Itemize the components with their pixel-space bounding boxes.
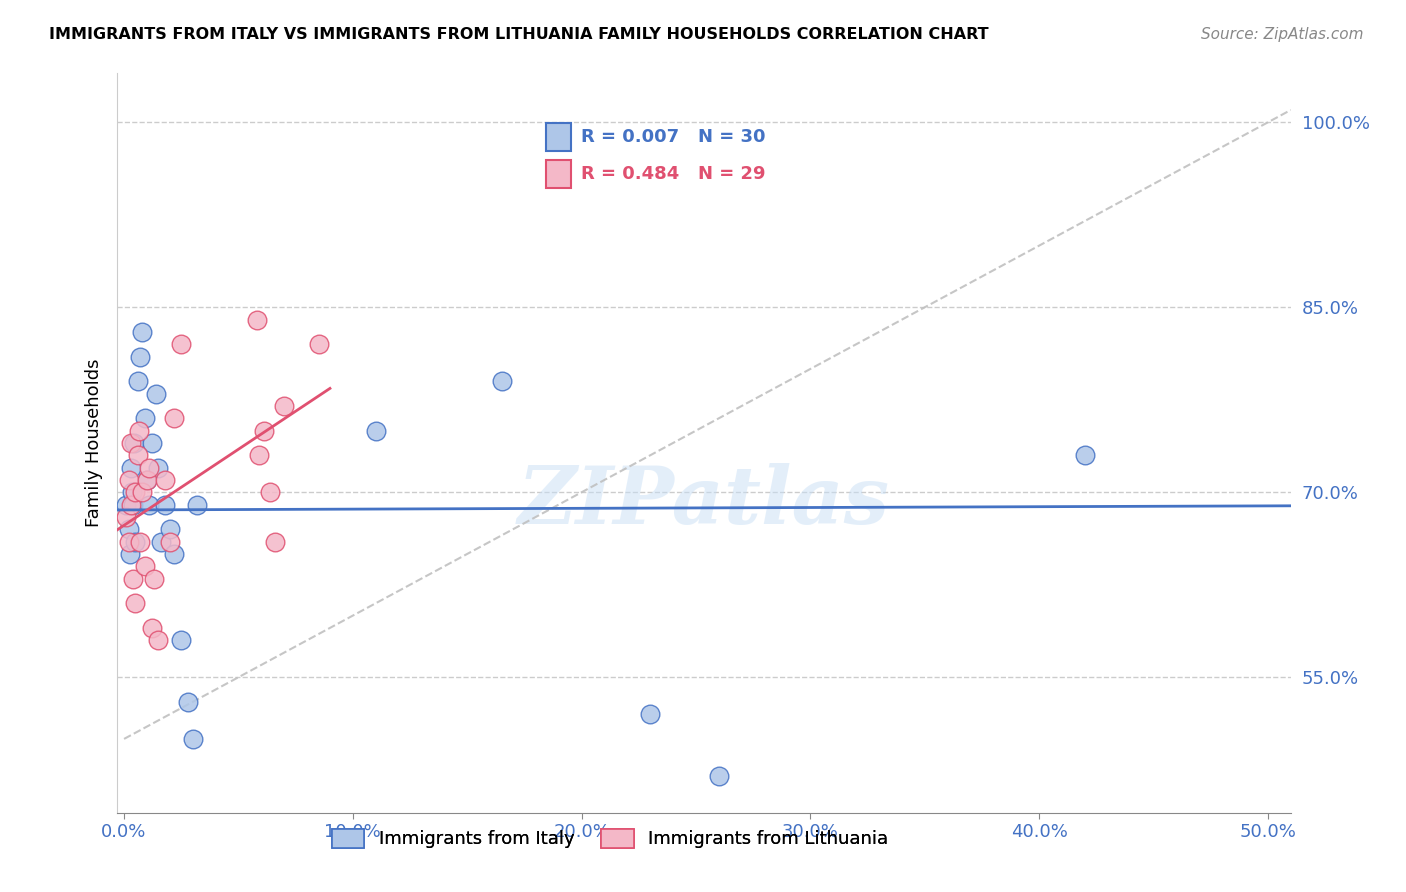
Point — [124, 596, 146, 610]
Point — [129, 534, 152, 549]
Point — [121, 485, 143, 500]
Point — [122, 498, 145, 512]
Point — [155, 498, 177, 512]
FancyBboxPatch shape — [546, 122, 571, 151]
Point — [117, 473, 139, 487]
Text: R = 0.007: R = 0.007 — [581, 128, 679, 145]
Point — [247, 448, 270, 462]
Point — [131, 325, 153, 339]
Point — [124, 485, 146, 500]
Point — [141, 621, 163, 635]
Point — [138, 498, 160, 512]
Point — [118, 547, 141, 561]
Point — [273, 399, 295, 413]
Point — [115, 498, 138, 512]
Point — [148, 633, 170, 648]
Point — [259, 485, 281, 500]
Point — [117, 534, 139, 549]
Text: N = 30: N = 30 — [699, 128, 766, 145]
Point — [170, 337, 193, 351]
Point — [252, 424, 274, 438]
Point — [117, 522, 139, 536]
Point — [707, 769, 730, 783]
Point — [127, 374, 149, 388]
Point — [142, 572, 165, 586]
Point — [115, 510, 138, 524]
Text: ZIPatlas: ZIPatlas — [517, 463, 890, 541]
Point — [128, 424, 150, 438]
Point — [148, 460, 170, 475]
Point — [120, 436, 142, 450]
Legend: Immigrants from Italy, Immigrants from Lithuania: Immigrants from Italy, Immigrants from L… — [325, 822, 896, 855]
Point — [131, 485, 153, 500]
Point — [149, 534, 172, 549]
Point — [246, 312, 269, 326]
Point — [159, 522, 181, 536]
Point — [138, 460, 160, 475]
Point — [136, 473, 159, 487]
Y-axis label: Family Households: Family Households — [86, 359, 103, 527]
Point — [134, 559, 156, 574]
Point — [129, 350, 152, 364]
Point — [170, 633, 193, 648]
Point — [124, 436, 146, 450]
Point — [163, 547, 186, 561]
Point — [1074, 448, 1097, 462]
Text: R = 0.484: R = 0.484 — [581, 165, 679, 183]
Point — [181, 731, 204, 746]
Point — [186, 498, 208, 512]
Point — [141, 436, 163, 450]
Point — [136, 473, 159, 487]
Point — [120, 498, 142, 512]
Point — [155, 473, 177, 487]
Point — [308, 337, 330, 351]
Text: IMMIGRANTS FROM ITALY VS IMMIGRANTS FROM LITHUANIA FAMILY HOUSEHOLDS CORRELATION: IMMIGRANTS FROM ITALY VS IMMIGRANTS FROM… — [49, 27, 988, 42]
Point — [491, 374, 513, 388]
Point — [124, 534, 146, 549]
Text: N = 29: N = 29 — [699, 165, 766, 183]
Point — [177, 695, 200, 709]
Point — [638, 707, 661, 722]
Point — [364, 424, 387, 438]
Point — [163, 411, 186, 425]
FancyBboxPatch shape — [546, 160, 571, 187]
Point — [159, 534, 181, 549]
Point — [122, 572, 145, 586]
Point — [134, 411, 156, 425]
Point — [264, 534, 287, 549]
Point — [145, 386, 167, 401]
Text: Source: ZipAtlas.com: Source: ZipAtlas.com — [1201, 27, 1364, 42]
Point — [120, 460, 142, 475]
Point — [127, 448, 149, 462]
